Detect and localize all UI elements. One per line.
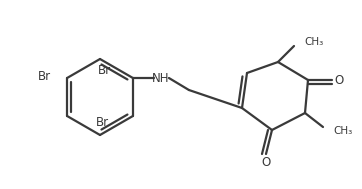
Text: NH: NH [152,71,170,84]
Text: Br: Br [38,70,51,83]
Text: O: O [261,156,271,169]
Text: CH₃: CH₃ [304,37,323,47]
Text: Br: Br [97,64,110,77]
Text: O: O [334,74,344,87]
Text: Br: Br [96,116,109,129]
Text: CH₃: CH₃ [333,126,352,136]
